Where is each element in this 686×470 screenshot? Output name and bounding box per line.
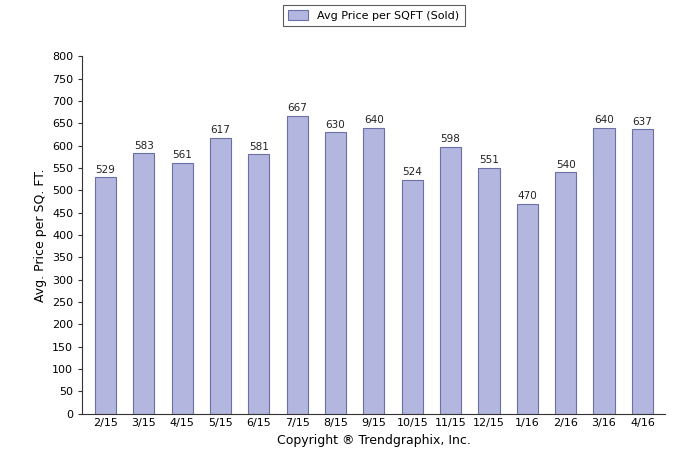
Text: 630: 630 <box>326 120 345 130</box>
Bar <box>325 133 346 414</box>
Text: 598: 598 <box>440 134 460 144</box>
Bar <box>248 154 270 414</box>
Text: 551: 551 <box>479 155 499 165</box>
X-axis label: Copyright ® Trendgraphix, Inc.: Copyright ® Trendgraphix, Inc. <box>277 434 471 447</box>
Bar <box>95 177 116 414</box>
Bar <box>517 204 538 414</box>
Bar <box>287 116 308 414</box>
Text: 524: 524 <box>402 167 422 177</box>
Bar <box>478 168 499 414</box>
Text: 640: 640 <box>364 115 383 125</box>
Text: 540: 540 <box>556 160 576 170</box>
Text: 470: 470 <box>517 191 537 201</box>
Bar <box>133 153 154 414</box>
Text: 640: 640 <box>594 115 614 125</box>
Text: 581: 581 <box>249 141 269 151</box>
Text: 617: 617 <box>211 125 230 135</box>
Bar <box>210 138 231 414</box>
Bar <box>402 180 423 414</box>
Text: 667: 667 <box>287 103 307 113</box>
Legend: Avg Price per SQFT (Sold): Avg Price per SQFT (Sold) <box>283 5 465 26</box>
Text: 529: 529 <box>95 164 115 175</box>
Y-axis label: Avg. Price per SQ. FT.: Avg. Price per SQ. FT. <box>34 168 47 302</box>
Bar <box>593 128 615 414</box>
Text: 583: 583 <box>134 141 154 150</box>
Bar <box>364 128 384 414</box>
Bar <box>555 172 576 414</box>
Bar <box>632 129 653 414</box>
Text: 561: 561 <box>172 150 192 160</box>
Bar <box>440 147 461 414</box>
Text: 637: 637 <box>632 117 652 126</box>
Bar <box>172 163 193 414</box>
